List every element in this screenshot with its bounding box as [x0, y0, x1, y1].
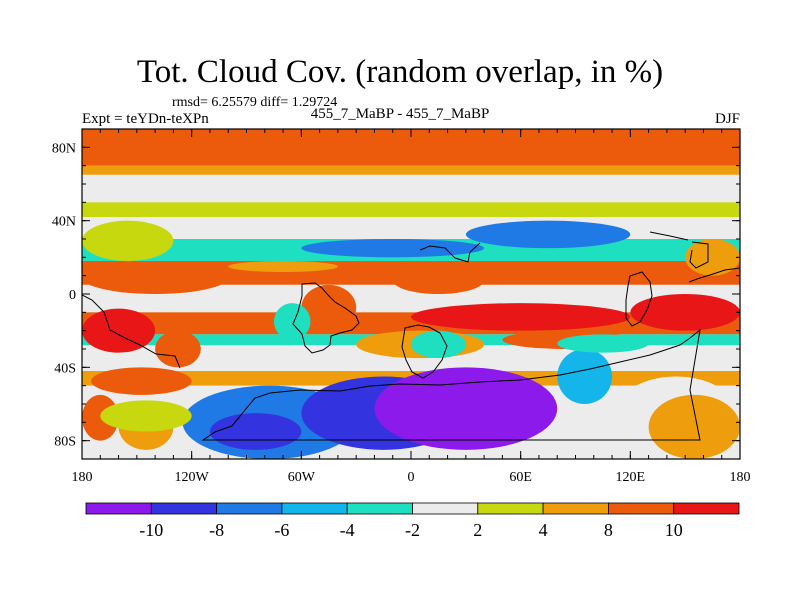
field-patch: [630, 294, 740, 331]
field-patch: [100, 400, 192, 432]
x-tick-label: 180: [72, 470, 93, 485]
field-patch: [557, 334, 649, 353]
y-tick-label: 40N: [52, 215, 76, 230]
field-patch: [155, 330, 201, 368]
field-patch: [228, 261, 338, 272]
colorbar-swatch: [150, 502, 218, 515]
colorbar-swatch: [673, 502, 740, 515]
cloud-cover-field: [82, 129, 740, 459]
field-patch: [82, 261, 229, 294]
field-band: [82, 217, 740, 239]
field-patch: [411, 303, 631, 331]
coastline-antarctica: [201, 328, 701, 441]
coastline-south-america: [292, 282, 360, 354]
field-patch: [411, 330, 466, 359]
field-band: [82, 202, 740, 217]
colorbar-label: -10: [139, 520, 163, 540]
field-band: [82, 174, 740, 203]
field-patch: [91, 367, 192, 395]
x-tick-label: 0: [408, 470, 415, 485]
coastline-layer: [82, 231, 740, 441]
colorbar-swatch: [608, 502, 675, 515]
x-tick-label: 120E: [616, 470, 646, 485]
field-patch: [374, 367, 558, 450]
field-band: [82, 165, 740, 175]
field-patch: [209, 413, 302, 450]
field-patch: [82, 308, 156, 353]
colorbar-label: -6: [274, 520, 289, 540]
colorbar-label: -8: [209, 520, 224, 540]
colorbar-swatch: [85, 502, 152, 515]
x-tick-label: 60E: [509, 470, 532, 485]
coastline-pacific-islands: [82, 294, 181, 369]
x-tick-label: 120W: [175, 470, 210, 485]
colorbar-label: -2: [405, 520, 420, 540]
field-patch: [392, 266, 485, 294]
colorbar-label: 4: [539, 520, 548, 540]
colorbar-label: -4: [340, 520, 355, 540]
x-tick-label: 180: [730, 470, 751, 485]
colorbar-label: 8: [604, 520, 613, 540]
field-patch: [557, 349, 613, 404]
y-tick-label: 40S: [54, 361, 76, 376]
y-tick-label: 80S: [54, 435, 76, 450]
y-tick-label: 0: [69, 288, 76, 303]
chart-title: Tot. Cloud Cov. (random overlap, in %): [136, 54, 664, 90]
chart-subtitle: 455_7_MaBP - 455_7_MaBP: [310, 106, 490, 122]
colorbar-swatch: [216, 502, 283, 515]
colorbar-swatch: [542, 502, 609, 515]
coastline-eurasia: [419, 231, 709, 269]
colorbar-swatch: [477, 502, 544, 515]
colorbar-swatch: [346, 502, 413, 515]
field-patch: [685, 239, 740, 276]
field-patch: [465, 220, 631, 249]
colorbar-swatch: [281, 502, 348, 515]
field-patch: [301, 284, 357, 331]
season-label: DJF: [714, 111, 740, 127]
field-patch: [82, 220, 174, 261]
colorbar-swatch: [412, 502, 479, 515]
field-patch: [301, 239, 485, 258]
coastline-africa: [401, 324, 448, 379]
field-patch: [82, 394, 119, 441]
coastline-east-pacific: [688, 267, 740, 283]
x-tick-label: 60W: [288, 470, 316, 485]
field-patch: [273, 303, 311, 340]
colorbar: -10 -8 -6 -4 -2 2 4 8 10: [85, 502, 740, 540]
y-tick-label: 80N: [52, 141, 76, 156]
stats-label: rmsd= 6.25579 diff= 1.29724: [172, 95, 338, 110]
colorbar-label: 2: [473, 520, 482, 540]
experiment-label: Expt = teYDn-teXPn: [82, 111, 209, 127]
coastline-australia: [625, 271, 653, 327]
field-patch: [648, 394, 740, 459]
colorbar-label: 10: [665, 520, 683, 540]
axis-ticks: 180 120W 60W 0 60E 120E 180 80N 40N 0 40S 80S: [52, 128, 751, 485]
